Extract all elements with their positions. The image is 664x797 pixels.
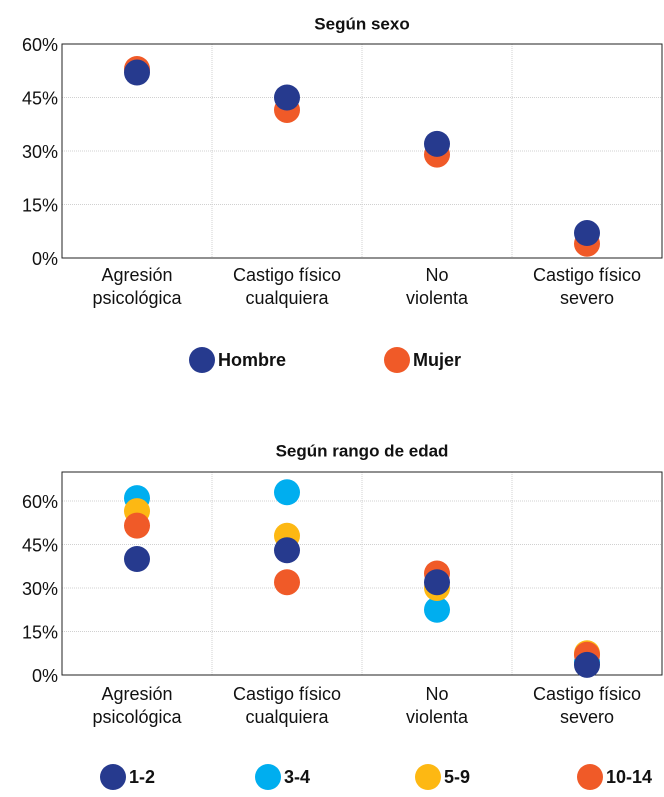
x-tick-label: Agresión [101,265,172,285]
legend-label: 10-14 [606,767,652,787]
y-tick-label: 60% [22,492,58,512]
legend-label: Hombre [218,350,286,370]
y-tick-label: 30% [22,579,58,599]
dot [274,569,300,596]
y-tick-label: 30% [22,142,58,162]
x-tick-label: psicológica [92,288,182,308]
dot [424,569,450,596]
x-tick-label: violenta [406,288,469,308]
dot [124,512,150,539]
y-tick-label: 45% [22,88,58,108]
legend-swatch [255,764,281,790]
dot [424,596,450,623]
x-tick-label: cualquiera [245,288,329,308]
legend-label: 5-9 [444,767,470,787]
x-tick-label: severo [560,707,614,727]
y-tick-label: 0% [32,666,58,686]
x-tick-label: psicológica [92,707,182,727]
x-tick-label: No [425,265,448,285]
dot [574,220,600,247]
dot [574,651,600,678]
y-tick-label: 60% [22,35,58,55]
y-tick-label: 15% [22,622,58,642]
x-tick-label: Castigo físico [533,684,641,704]
dot [274,84,300,111]
y-tick-label: 15% [22,195,58,215]
x-tick-label: No [425,684,448,704]
y-tick-label: 0% [32,249,58,269]
chart-title: Según sexo [314,14,409,33]
x-tick-label: severo [560,288,614,308]
dot [124,59,150,86]
x-tick-label: violenta [406,707,469,727]
legend-swatch [577,764,603,790]
legend-swatch [189,347,215,373]
legend-swatch [384,347,410,373]
x-tick-label: cualquiera [245,707,329,727]
x-tick-label: Castigo físico [533,265,641,285]
legend-swatch [415,764,441,790]
dot [124,546,150,572]
dot [274,537,300,564]
legend-swatch [100,764,126,790]
plot-frame [61,471,663,676]
x-tick-label: Castigo físico [233,265,341,285]
dot [424,130,450,157]
chart-title: Según rango de edad [276,441,449,460]
x-tick-label: Agresión [101,684,172,704]
dot [274,479,300,506]
plot-frame [61,43,663,259]
x-tick-label: Castigo físico [233,684,341,704]
legend-label: Mujer [413,350,461,370]
legend-label: 1-2 [129,767,155,787]
legend-label: 3-4 [284,767,310,787]
y-tick-label: 45% [22,535,58,555]
